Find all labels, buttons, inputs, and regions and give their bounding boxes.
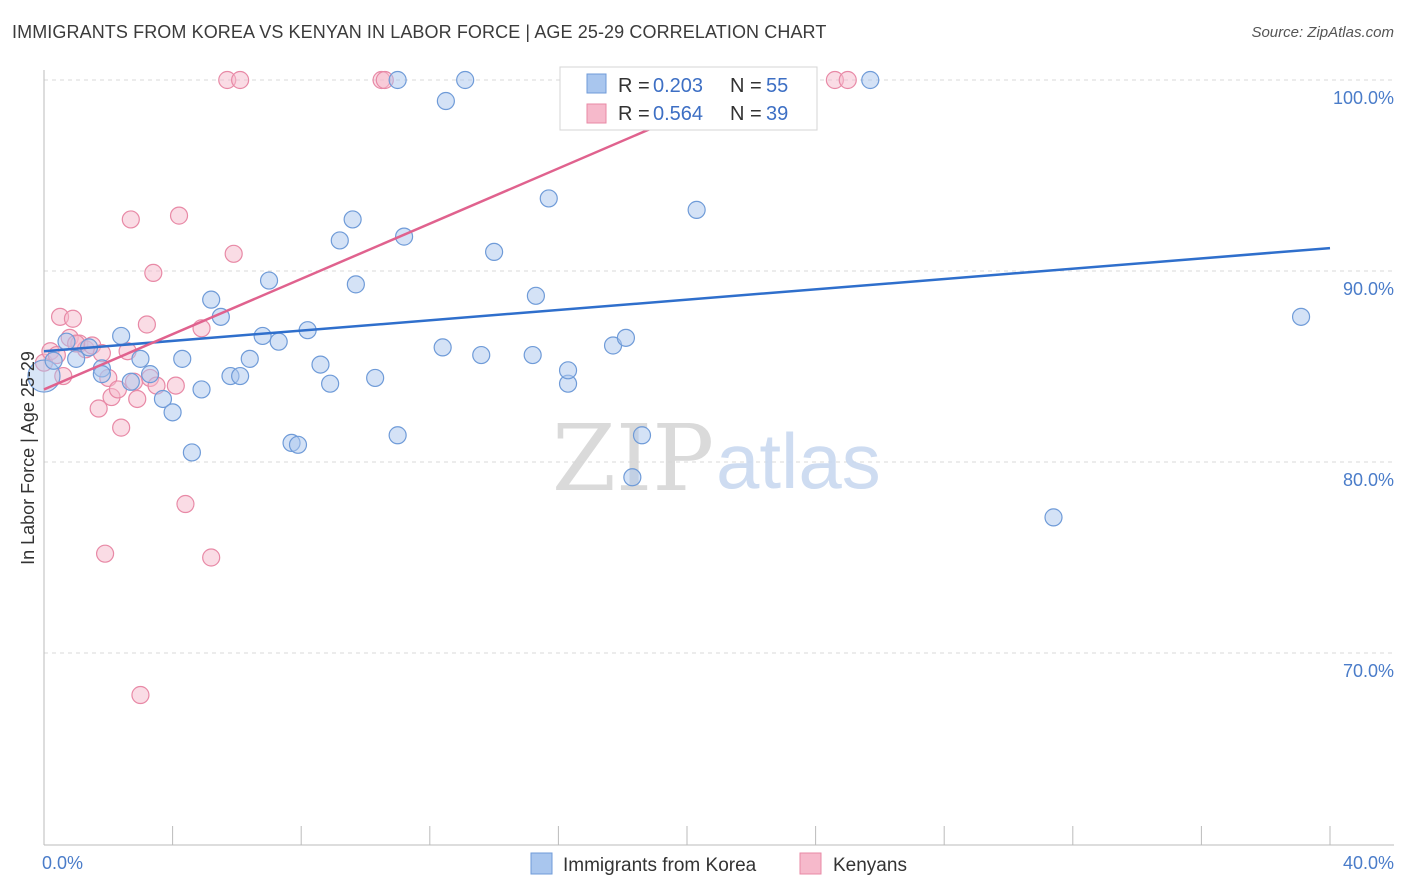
korea-point-32 <box>366 368 385 388</box>
korea-point-36 <box>433 338 452 357</box>
kenyans-point-26 <box>166 376 185 395</box>
kenyans-point-16 <box>112 418 131 437</box>
korea-point-48 <box>616 328 636 347</box>
watermark-atlas: atlas <box>716 417 881 505</box>
kenyans-point-20 <box>128 389 147 409</box>
korea-point-14 <box>182 443 201 462</box>
y-tick-labels: 100.0% 90.0% 80.0% 70.0% <box>1333 88 1394 681</box>
x-tick-label-min: 0.0% <box>42 853 83 873</box>
korea-point-37 <box>436 91 455 111</box>
kenyans-points <box>34 70 857 705</box>
y-tick-label-100: 100.0% <box>1333 88 1394 108</box>
series-swatch-kenyans <box>799 852 822 875</box>
y-tick-label-90: 90.0% <box>1343 279 1394 299</box>
kenyans-point-18 <box>121 210 140 229</box>
korea-point-23 <box>269 332 288 351</box>
korea-point-3 <box>67 349 86 368</box>
korea-trend-line <box>43 246 1331 353</box>
kenyans-point-28 <box>176 494 195 514</box>
korea-point-49 <box>632 426 652 445</box>
series-legend: Immigrants from Korea Kenyans <box>530 852 907 876</box>
axes <box>43 70 1394 846</box>
kenyans-point-27 <box>169 206 189 225</box>
korea-point-28 <box>321 374 340 393</box>
korea-point-33 <box>388 70 407 90</box>
kenyans-point-21 <box>131 685 150 705</box>
korea-point-12 <box>163 403 182 422</box>
y-tick-label-80: 80.0% <box>1343 470 1394 490</box>
korea-point-11 <box>153 389 173 409</box>
kenyans-point-22 <box>137 315 156 334</box>
kenyans-point-32 <box>224 244 243 263</box>
series-label-korea: Immigrants from Korea <box>563 855 757 876</box>
korea-point-7 <box>112 326 131 346</box>
korea-point-9 <box>131 349 150 368</box>
watermark: ZIP atlas <box>552 405 881 512</box>
kenyans-point-30 <box>202 548 221 567</box>
legend-r-label-kenyans: R = <box>618 103 650 125</box>
korea-points <box>27 70 1311 527</box>
legend-r-value-kenyans: 0.564 <box>653 103 703 125</box>
kenyans-point-33 <box>231 70 250 90</box>
kenyans-point-24 <box>144 263 163 283</box>
korea-point-39 <box>472 345 491 365</box>
legend-r-value-korea: 0.203 <box>653 75 703 97</box>
korea-point-41 <box>523 345 542 365</box>
korea-point-45 <box>558 361 578 380</box>
series-label-kenyans: Kenyans <box>833 855 907 876</box>
korea-point-54 <box>1291 307 1311 326</box>
korea-point-53 <box>1044 508 1063 527</box>
korea-point-52 <box>861 70 880 90</box>
korea-point-8 <box>121 372 140 391</box>
korea-point-20 <box>240 349 259 368</box>
korea-point-15 <box>192 380 211 399</box>
x-tick-label-max: 40.0% <box>1343 853 1394 873</box>
korea-point-38 <box>456 70 475 90</box>
chart-title: IMMIGRANTS FROM KOREA VS KENYAN IN LABOR… <box>12 22 827 42</box>
korea-point-2 <box>57 332 76 351</box>
kenyans-point-37 <box>838 70 857 90</box>
legend-swatch-korea <box>586 73 607 94</box>
legend-r-label-korea: R = <box>618 75 650 97</box>
watermark-zip: ZIP <box>552 405 714 512</box>
korea-point-29 <box>330 231 349 250</box>
korea-point-30 <box>343 210 362 229</box>
legend-n-value-korea: 55 <box>766 75 788 97</box>
legend-swatch-kenyans <box>586 103 607 124</box>
kenyans-point-12 <box>95 544 115 563</box>
korea-point-34 <box>388 426 407 445</box>
korea-point-22 <box>259 271 279 290</box>
legend-n-label-korea: N = <box>730 75 762 97</box>
korea-point-27 <box>311 355 330 374</box>
series-swatch-korea <box>530 852 553 875</box>
kenyans-point-6 <box>63 309 83 328</box>
korea-point-13 <box>173 349 192 368</box>
korea-point-10 <box>140 365 160 384</box>
korea-point-43 <box>539 189 558 208</box>
korea-point-25 <box>288 435 308 454</box>
korea-point-19 <box>231 366 250 386</box>
kenyans-point-10 <box>89 399 108 418</box>
source-credit: Source: ZipAtlas.com <box>1251 24 1394 41</box>
korea-point-31 <box>346 275 365 294</box>
legend-n-value-kenyans: 39 <box>766 103 788 125</box>
legend-n-label-kenyans: N = <box>730 103 762 125</box>
korea-point-1 <box>44 351 63 370</box>
stats-legend: R = 0.203 N = 55 R = 0.564 N = 39 <box>559 66 818 131</box>
korea-point-50 <box>623 468 642 487</box>
x-tick-marks <box>43 826 1331 845</box>
korea-point-51 <box>687 200 706 219</box>
y-axis-label: In Labor Force | Age 25-29 <box>18 351 38 565</box>
korea-point-42 <box>526 286 545 305</box>
korea-point-21 <box>253 326 272 346</box>
kenyans-trend-line <box>43 78 765 391</box>
korea-point-16 <box>202 290 221 309</box>
y-tick-label-70: 70.0% <box>1343 661 1394 681</box>
korea-point-40 <box>485 242 504 261</box>
